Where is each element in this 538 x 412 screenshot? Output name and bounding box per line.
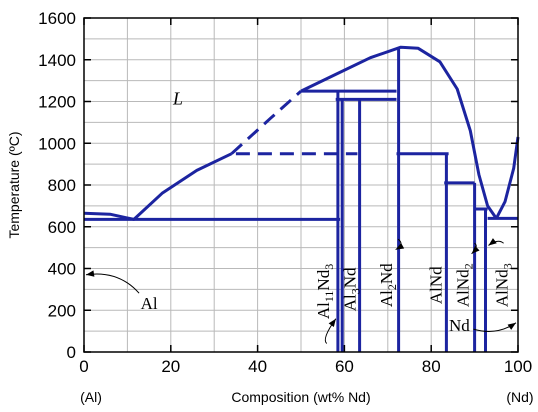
- phase-boundary-2: [300, 45, 498, 220]
- phase-boundary-0: [83, 152, 233, 221]
- compound-label-alnd3: AlNd3: [493, 263, 515, 307]
- y-tick-label: 800: [48, 176, 76, 195]
- x-end-label-right: (Nd): [506, 389, 533, 405]
- axis-ticks: [83, 17, 519, 353]
- y-tick-label: 600: [48, 218, 76, 237]
- tick-labels: 0 20 40 60 80 1000200400600800100012001400160…: [38, 9, 532, 376]
- x-tick-label: 80: [422, 357, 441, 376]
- phase-boundary-3: [494, 136, 520, 220]
- phase-boundaries: [83, 45, 520, 352]
- annotation-arrowhead: [328, 318, 336, 328]
- y-tick-label: 1200: [38, 93, 76, 112]
- y-tick-label: 0: [67, 343, 76, 362]
- annotation-arrowhead: [507, 322, 516, 330]
- annotation-arrow: [85, 273, 140, 294]
- phase-label-nd: Nd: [449, 316, 470, 335]
- x-tick-label: 0: [79, 357, 88, 376]
- phase-boundary-1: [230, 89, 302, 155]
- y-tick-label: 400: [48, 260, 76, 279]
- phase-label-al: Al: [141, 294, 158, 313]
- x-tick-label: 40: [248, 357, 267, 376]
- x-end-label-left: (Al): [80, 389, 102, 405]
- y-tick-label: 200: [48, 301, 76, 320]
- y-axis-label: Temperature (ºC): [6, 131, 22, 238]
- x-tick-label: 100: [504, 357, 532, 376]
- annotation-arrowhead: [86, 270, 95, 277]
- compound-label-alnd2: AlNd2: [454, 263, 476, 307]
- x-tick-label: 20: [161, 357, 180, 376]
- compound-label-al2nd: Al2Nd: [377, 263, 399, 307]
- region-label-liquid: L: [172, 89, 183, 109]
- x-tick-label: 60: [335, 357, 354, 376]
- y-tick-label: 1400: [38, 51, 76, 70]
- annotation-arrowhead: [395, 242, 405, 250]
- compound-label-al11nd3: Al11Nd3: [314, 264, 336, 319]
- x-axis-label: Composition (wt% Nd): [231, 389, 370, 405]
- compound-label-alnd: AlNd: [427, 266, 446, 304]
- annotation-arrowhead: [488, 238, 497, 246]
- y-tick-label: 1600: [38, 9, 76, 28]
- y-tick-label: 1000: [38, 134, 76, 153]
- annotation-arrowhead: [471, 245, 480, 254]
- compound-label-al3nd: Al3Nd: [340, 267, 362, 311]
